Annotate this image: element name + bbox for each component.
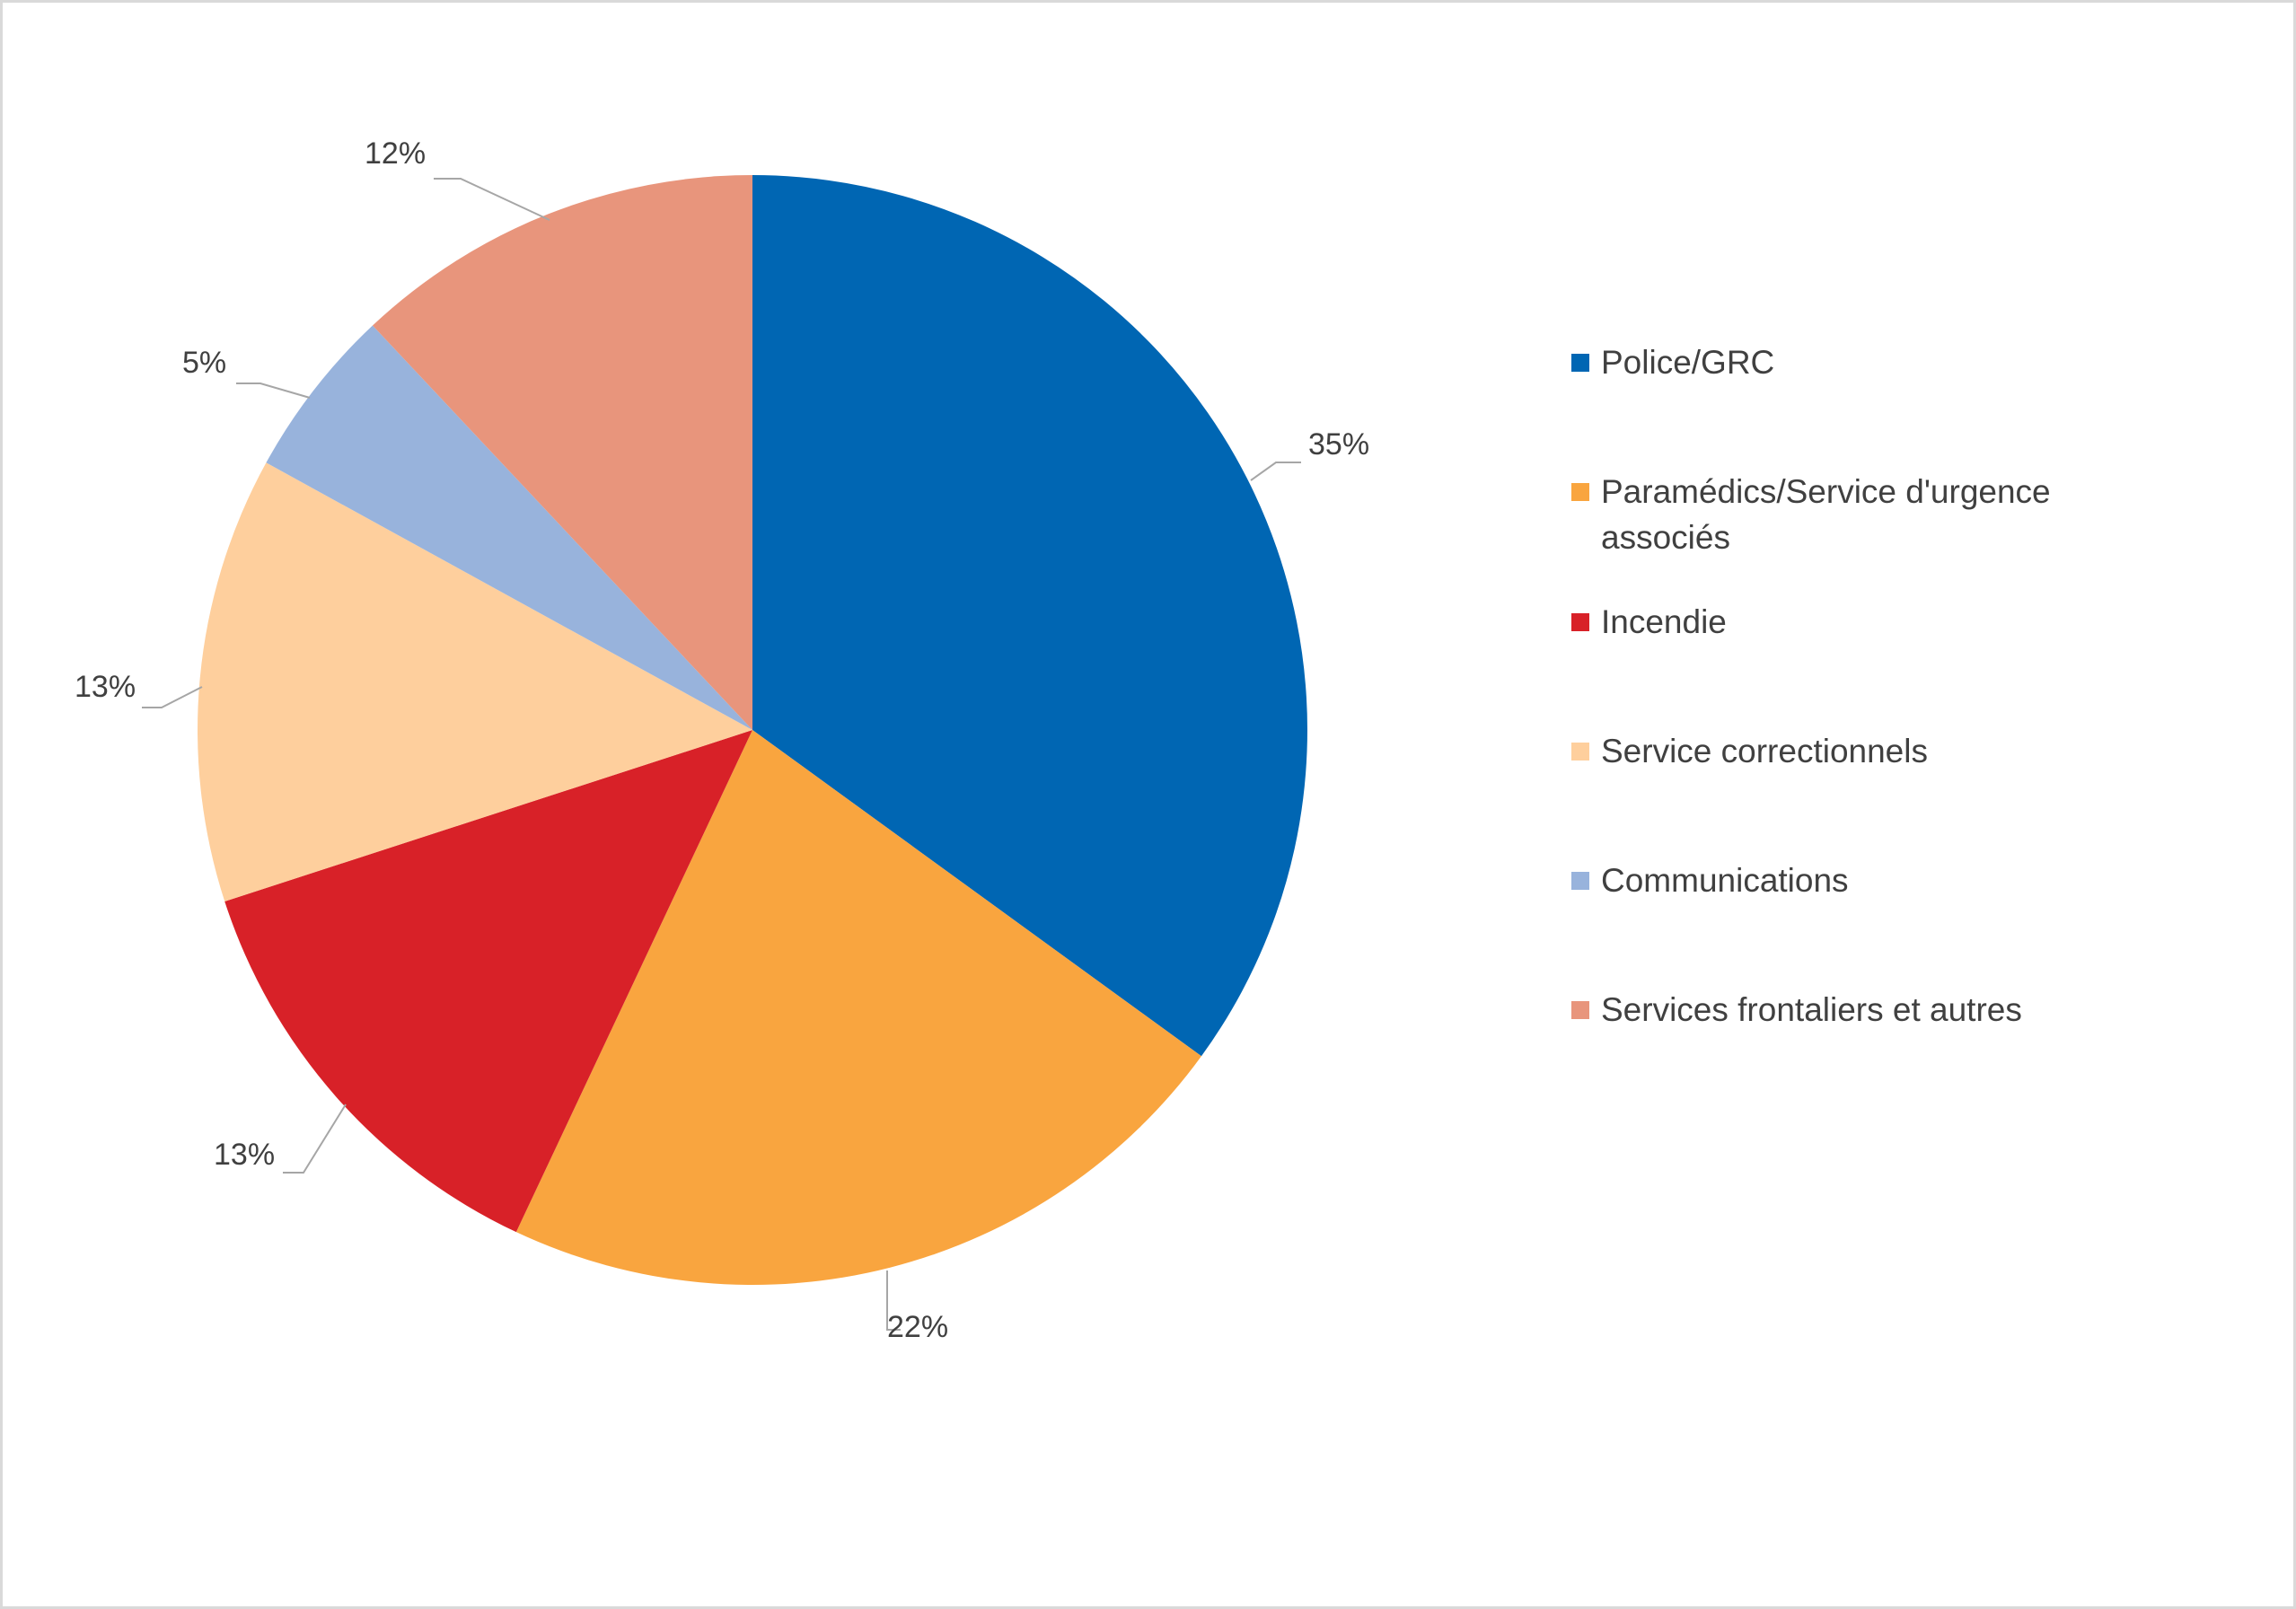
data-label-communications: 5% (182, 346, 226, 380)
data-label-incendie: 13% (214, 1138, 275, 1172)
pie-slice-services-frontaliers (372, 174, 752, 730)
legend-label-service-correctionnels: Service correctionnels (1601, 733, 1928, 769)
leader-line-police-grc (1250, 462, 1301, 481)
pie-slice-communications (266, 325, 752, 730)
pie-slice-incendie (224, 730, 752, 1233)
legend-label-services-frontaliers: Services frontaliers et autres (1601, 991, 2022, 1028)
legend-swatch-service-correctionnels (1571, 743, 1589, 761)
legend-swatch-communications (1571, 872, 1589, 890)
pie-slice-service-correctionnels (198, 462, 753, 901)
data-label-paramedics: 22% (887, 1310, 948, 1344)
leader-line-communications (236, 382, 311, 399)
pie-chart: 35% 22% 13% 13% 5% 12% (75, 136, 1369, 1344)
legend-label-incendie: Incendie (1601, 603, 1727, 640)
data-labels: 35% 22% 13% 13% 5% 12% (75, 136, 1369, 1344)
leader-line-services-frontaliers (434, 178, 550, 221)
data-label-services-frontaliers: 12% (365, 136, 426, 171)
legend-item-paramedics: Paramédics/Service d'urgence associés (1571, 469, 2104, 560)
legend-label-police-grc: Police/GRC (1601, 344, 1775, 381)
legend-swatch-incendie (1571, 613, 1589, 631)
leader-line-paramedics (886, 1270, 901, 1331)
legend-item-services-frontaliers: Services frontaliers et autres (1571, 987, 2104, 1033)
legend-label-paramedics: Paramédics/Service d'urgence associés (1601, 473, 2051, 556)
data-label-service-correctionnels: 13% (75, 670, 136, 704)
legend-item-police-grc: Police/GRC (1571, 339, 2104, 385)
data-label-police-grc: 35% (1308, 427, 1369, 462)
leader-line-service-correctionnels (142, 686, 203, 708)
pie-slice-police-grc (752, 175, 1307, 1057)
legend-swatch-police-grc (1571, 354, 1589, 372)
legend-swatch-paramedics (1571, 483, 1589, 501)
legend-item-communications: Communications (1571, 857, 2104, 903)
legend-swatch-services-frontaliers (1571, 1001, 1589, 1019)
leader-line-incendie (283, 1103, 347, 1174)
legend-label-communications: Communications (1601, 862, 1849, 899)
legend-item-service-correctionnels: Service correctionnels (1571, 728, 2104, 774)
leader-lines (142, 178, 1301, 1331)
pie-slices (198, 174, 1307, 1285)
pie-slice-paramedics (515, 730, 1201, 1285)
legend-item-incendie: Incendie (1571, 599, 2104, 645)
